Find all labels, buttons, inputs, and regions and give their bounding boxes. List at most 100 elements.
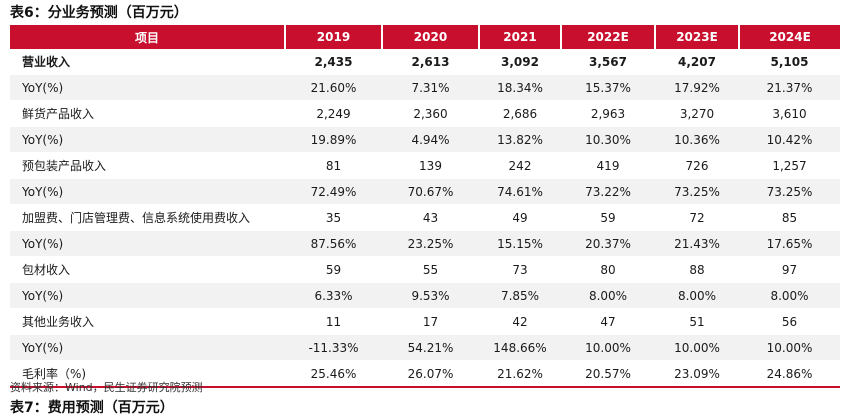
value-cell: 3,610 xyxy=(739,100,840,127)
table-row: YoY(%) -11.33% 54.21% 148.66% 10.00% 10.00% 10… xyxy=(10,334,840,361)
value-cell: 2,435 xyxy=(285,49,382,75)
row-label: 鲜货产品收入 xyxy=(10,100,285,127)
value-cell: 21.60% xyxy=(285,74,382,101)
value-cell: 88 xyxy=(655,256,739,283)
value-cell: 4,207 xyxy=(655,49,739,75)
value-cell: 20.57% xyxy=(561,360,655,388)
value-cell: 18.34% xyxy=(479,74,561,101)
table-row: 营业收入 2,435 2,613 3,092 3,567 4,207 5,105 xyxy=(10,49,840,75)
value-cell: 81 xyxy=(285,152,382,179)
table-row: YoY(%) 72.49% 70.67% 74.61% 73.22% 73.25% 73.2… xyxy=(10,178,840,205)
value-cell: 419 xyxy=(561,152,655,179)
value-cell: 15.37% xyxy=(561,74,655,101)
table-row: YoY(%) 21.60% 7.31% 18.34% 15.37% 17.92% 21.37… xyxy=(10,74,840,101)
value-cell: 7.85% xyxy=(479,282,561,309)
value-cell: 59 xyxy=(561,204,655,231)
table-row: 鲜货产品收入 2,249 2,360 2,686 2,963 3,270 3,610 xyxy=(10,100,840,127)
row-label: YoY(%) xyxy=(10,230,285,257)
value-cell: 10.00% xyxy=(739,334,840,361)
value-cell: 59 xyxy=(285,256,382,283)
value-cell: 73.25% xyxy=(739,178,840,205)
value-cell: 3,567 xyxy=(561,49,655,75)
value-cell: 55 xyxy=(382,256,479,283)
value-cell: 4.94% xyxy=(382,126,479,153)
value-cell: 7.31% xyxy=(382,74,479,101)
value-cell: 47 xyxy=(561,308,655,335)
value-cell: 23.09% xyxy=(655,360,739,388)
value-cell: 17 xyxy=(382,308,479,335)
value-cell: 10.00% xyxy=(561,334,655,361)
value-cell: 73.22% xyxy=(561,178,655,205)
value-cell: 11 xyxy=(285,308,382,335)
row-label: 加盟费、门店管理费、信息系统使用费收入 xyxy=(10,204,285,231)
value-cell: 9.53% xyxy=(382,282,479,309)
value-cell: 5,105 xyxy=(739,49,840,75)
value-cell: 242 xyxy=(479,152,561,179)
value-cell: 8.00% xyxy=(655,282,739,309)
row-label: 预包装产品收入 xyxy=(10,152,285,179)
value-cell: 80 xyxy=(561,256,655,283)
value-cell: 3,092 xyxy=(479,49,561,75)
value-cell: 21.62% xyxy=(479,360,561,388)
next-table-title: 表7：费用预测（百万元） xyxy=(10,400,174,416)
value-cell: 10.00% xyxy=(655,334,739,361)
row-label: YoY(%) xyxy=(10,126,285,153)
header-cell-item: 项目 xyxy=(10,25,286,49)
value-cell: 23.25% xyxy=(382,230,479,257)
value-cell: 87.56% xyxy=(285,230,382,257)
value-cell: 20.37% xyxy=(561,230,655,257)
value-cell: 72.49% xyxy=(285,178,382,205)
table-title: 表6：分业务预测（百万元） xyxy=(10,5,188,21)
value-cell: 73.25% xyxy=(655,178,739,205)
value-cell: 10.36% xyxy=(655,126,739,153)
value-cell: 8.00% xyxy=(561,282,655,309)
table-row: 包材收入 59 55 73 80 88 97 xyxy=(10,256,840,283)
table-row: 预包装产品收入 81 139 242 419 726 1,257 xyxy=(10,152,840,179)
header-cell-2021: 2021 xyxy=(479,25,562,49)
revenue-forecast-table: 项目 2019 2020 2021 2022E 2023E 2024E 营业收入… xyxy=(10,25,840,388)
table-row: YoY(%) 19.89% 4.94% 13.82% 10.30% 10.36% 10.42… xyxy=(10,126,840,153)
value-cell: 726 xyxy=(655,152,739,179)
row-label: YoY(%) xyxy=(10,282,285,309)
header-cell-2019: 2019 xyxy=(285,25,383,49)
header-row: 项目 2019 2020 2021 2022E 2023E 2024E xyxy=(10,25,840,49)
value-cell: 19.89% xyxy=(285,126,382,153)
row-label: 营业收入 xyxy=(10,49,285,75)
value-cell: 25.46% xyxy=(285,360,382,388)
table-row: YoY(%) 6.33% 9.53% 7.85% 8.00% 8.00% 8.00% xyxy=(10,282,840,309)
value-cell: 2,613 xyxy=(382,49,479,75)
header-cell-2023e: 2023E xyxy=(655,25,740,49)
value-cell: 73 xyxy=(479,256,561,283)
value-cell: 35 xyxy=(285,204,382,231)
value-cell: 42 xyxy=(479,308,561,335)
value-cell: 148.66% xyxy=(479,334,561,361)
value-cell: 17.92% xyxy=(655,74,739,101)
value-cell: 8.00% xyxy=(739,282,840,309)
row-label: 毛利率（%) xyxy=(10,360,285,388)
value-cell: 54.21% xyxy=(382,334,479,361)
source-note: 资料来源：Wind，民生证券研究院预测 xyxy=(10,381,203,394)
value-cell: 10.42% xyxy=(739,126,840,153)
row-label: 包材收入 xyxy=(10,256,285,283)
row-label: YoY(%) xyxy=(10,178,285,205)
value-cell: -11.33% xyxy=(285,334,382,361)
value-cell: 3,270 xyxy=(655,100,739,127)
row-label: 其他业务收入 xyxy=(10,308,285,335)
row-label: YoY(%) xyxy=(10,74,285,101)
value-cell: 56 xyxy=(739,308,840,335)
value-cell: 43 xyxy=(382,204,479,231)
value-cell: 6.33% xyxy=(285,282,382,309)
value-cell: 70.67% xyxy=(382,178,479,205)
table-row: YoY(%) 87.56% 23.25% 15.15% 20.37% 21.43% 17.6… xyxy=(10,230,840,257)
value-cell: 2,963 xyxy=(561,100,655,127)
table-row: 其他业务收入 11 17 42 47 51 56 xyxy=(10,308,840,335)
value-cell: 97 xyxy=(739,256,840,283)
value-cell: 26.07% xyxy=(382,360,479,388)
value-cell: 10.30% xyxy=(561,126,655,153)
value-cell: 21.43% xyxy=(655,230,739,257)
value-cell: 2,249 xyxy=(285,100,382,127)
value-cell: 21.37% xyxy=(739,74,840,101)
header-cell-2020: 2020 xyxy=(382,25,480,49)
value-cell: 72 xyxy=(655,204,739,231)
value-cell: 13.82% xyxy=(479,126,561,153)
